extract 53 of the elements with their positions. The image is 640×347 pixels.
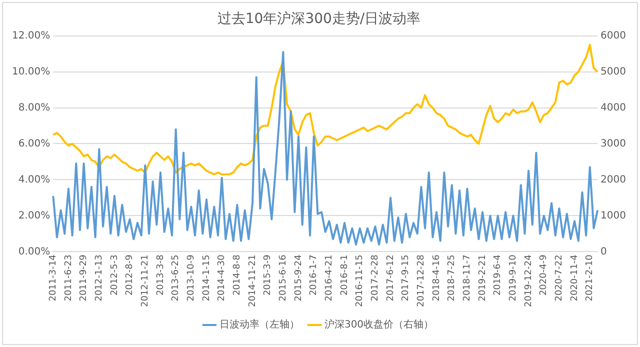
x-tick-label: 2021-2-10: [585, 254, 596, 302]
y2-tick-label: 0: [600, 246, 607, 258]
chart-title: 过去10年沪深300走势/日波动率: [217, 11, 421, 28]
x-tick-label: 2020-11-4: [570, 254, 580, 302]
x-tick-label: 2016-1-7: [309, 254, 320, 296]
x-tick-label: 2014-4-30: [217, 254, 228, 302]
x-tick-label: 2012-11-21: [140, 254, 150, 308]
x-tick-label: 2019-12-24: [524, 254, 534, 308]
legend-label: 沪深300收盘价（右轴）: [324, 318, 434, 331]
y-tick-label: 8.00%: [18, 102, 50, 114]
x-tick-label: 2011-9-29: [79, 254, 90, 302]
y2-tick-label: 5000: [600, 66, 626, 78]
y-tick-label: 12.00%: [12, 30, 50, 42]
x-tick-label: 2013-10-9: [186, 254, 196, 302]
x-tick-label: 2015-6-16: [278, 254, 289, 302]
x-tick-label: 2012-1-13: [94, 254, 104, 302]
x-tick-label: 2015-9-24: [294, 254, 304, 302]
x-tick-label: 2020-4-9: [539, 254, 550, 296]
y2-tick-label: 1000: [600, 210, 626, 222]
y2-tick-label: 2000: [600, 174, 626, 186]
x-tick-label: 2018-7-25: [447, 254, 458, 302]
x-tick-label: 2017-12-28: [416, 254, 427, 308]
y-tick-label: 2.00%: [18, 210, 50, 222]
x-tick-label: 2013-3-8: [156, 254, 166, 296]
x-tick-label: 2019-2-21: [478, 254, 488, 302]
y-tick-label: 0.00%: [18, 246, 50, 258]
y2-tick-label: 6000: [600, 30, 626, 42]
x-tick-label: 2019-6-4: [493, 254, 504, 296]
x-tick-label: 2014-1-15: [202, 254, 212, 302]
x-tick-label: 2017-6-12: [386, 254, 396, 302]
x-tick-label: 2015-3-9: [263, 254, 274, 296]
x-tick-label: 2012-8-9: [125, 254, 136, 296]
x-tick-label: 2011-6-23: [64, 254, 74, 302]
legend-label: 日波动率（左轴）: [219, 318, 300, 331]
x-tick-label: 2013-6-25: [171, 254, 182, 302]
x-tick-label: 2014-11-21: [248, 254, 258, 308]
y2-tick-label: 4000: [600, 102, 626, 114]
x-tick-label: 2016-11-15: [355, 254, 366, 308]
x-tick-label: 2017-2-28: [370, 254, 381, 302]
x-tick-label: 2016-4-21: [324, 254, 335, 302]
x-tick-label: 2018-11-7: [462, 254, 473, 302]
x-tick-label: 2020-7-22: [554, 254, 565, 302]
x-tick-label: 2012-5-3: [110, 254, 120, 296]
x-tick-label: 2011-3-14: [48, 254, 58, 302]
x-tick-label: 2017-9-15: [401, 254, 412, 302]
y-tick-label: 6.00%: [18, 138, 50, 150]
y-tick-label: 4.00%: [18, 174, 50, 186]
x-tick-label: 2016-8-1: [340, 254, 350, 296]
y-tick-label: 10.00%: [12, 66, 50, 78]
y2-tick-label: 3000: [600, 138, 626, 150]
x-tick-label: 2018-4-16: [432, 254, 442, 302]
x-tick-label: 2019-9-10: [508, 254, 519, 302]
x-tick-label: 2014-8-8: [232, 254, 243, 296]
